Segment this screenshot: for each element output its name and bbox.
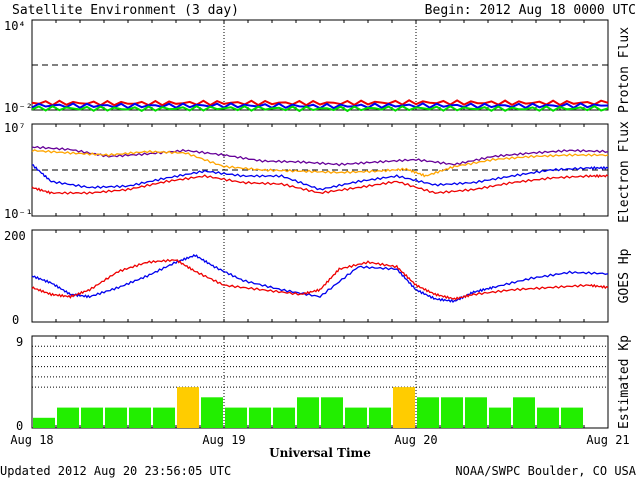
panel-electron-flux-ylabel: Electron Flux [617,121,632,223]
kp-ytick-bottom: 0 [16,419,23,433]
x-tick-aug21: Aug 21 [586,433,629,447]
kp-bar [369,407,391,428]
series-line-goes-blue [31,253,609,304]
kp-bar [345,407,367,428]
kp-bar [225,407,247,428]
kp-bar [249,407,271,428]
kp-bar [321,397,343,428]
panel-proton-flux-ylabel: Proton Flux [617,27,632,113]
kp-bar [273,407,295,428]
electron-ytick-bottom: 10⁻¹ [4,207,33,221]
panel-frame-goes [31,229,609,323]
kp-bar [489,407,511,428]
updated-timestamp: Updated 2012 Aug 20 23:56:05 UTC [0,464,231,478]
kp-bar [33,417,55,428]
begin-time: Begin: 2012 Aug 18 0000 UTC [425,3,636,18]
proton-ytick-top: 10⁴ [4,19,26,33]
kp-bar [57,407,79,428]
series-line-electron-red [31,173,609,195]
kp-bar [441,397,463,428]
kp-bar [129,407,151,428]
plot-layer [31,19,609,429]
panel-frame-electron [31,123,609,217]
x-tick-aug20: Aug 20 [394,433,437,447]
kp-bar [561,407,583,428]
series-line-electron-orange [31,149,609,178]
proton-ytick-bottom: 10⁻² [4,101,33,115]
series-line-electron-purple [31,145,609,167]
credit-text: NOAA/SWPC Boulder, CO USA [455,464,636,478]
chart-title: Satellite Environment (3 day) [12,3,239,18]
kp-bar [153,407,175,428]
series-line-goes-red [31,258,609,301]
kp-bar [465,397,487,428]
x-tick-aug18: Aug 18 [10,433,53,447]
goes-ytick-top: 200 [4,229,26,243]
series-line-electron-blue [31,164,609,191]
kp-bar [393,387,415,428]
panel-kp-ylabel: Estimated Kp [617,335,632,429]
series-line-proton-red [31,99,609,107]
kp-bar [537,407,559,428]
kp-ytick-top: 9 [16,335,23,349]
x-axis-label: Universal Time [269,446,371,460]
electron-ytick-top: 10⁷ [4,121,26,135]
panel-frame-proton [31,19,609,111]
kp-bar [105,407,127,428]
series-line-proton-green [31,105,609,113]
kp-bar [177,387,199,428]
kp-bar [417,397,439,428]
kp-bar [513,397,535,428]
kp-bar [297,397,319,428]
panel-goes-hp-ylabel: GOES Hp [617,248,632,303]
kp-bar [81,407,103,428]
goes-ytick-bottom: 0 [12,313,19,327]
kp-bar [201,397,223,428]
x-tick-aug19: Aug 19 [202,433,245,447]
